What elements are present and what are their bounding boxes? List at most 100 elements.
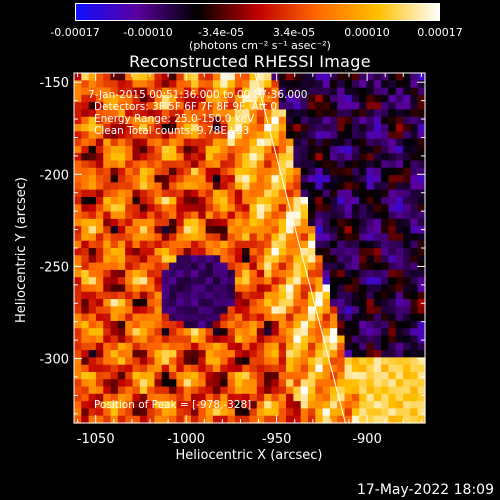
heatmap-cell xyxy=(198,204,207,213)
heatmap-cell xyxy=(351,109,360,118)
heatmap-cell xyxy=(205,248,214,256)
heatmap-cell xyxy=(395,306,404,315)
heatmap-cell xyxy=(132,124,141,132)
heatmap-cell xyxy=(373,138,382,147)
heatmap-cell xyxy=(337,284,346,293)
heatmap-cell xyxy=(212,328,221,337)
heatmap-cell xyxy=(249,153,258,162)
heatmap-cell xyxy=(249,401,258,410)
heatmap-cell xyxy=(212,393,221,402)
heatmap-cell xyxy=(220,204,229,213)
heatmap-cell xyxy=(403,73,411,81)
heatmap-cell xyxy=(366,335,375,344)
heatmap-cell xyxy=(88,138,97,147)
heatmap-cell xyxy=(286,299,294,307)
heatmap-cell xyxy=(234,240,243,249)
heatmap-cell xyxy=(381,94,390,103)
heatmap-cell xyxy=(103,138,112,147)
heatmap-cell xyxy=(74,109,82,118)
heatmap-cell xyxy=(337,153,346,162)
heatmap-cell xyxy=(125,189,134,198)
heatmap-cell xyxy=(337,240,346,249)
colorbar-tick-label: 3.4e-05 xyxy=(272,26,316,39)
heatmap-cell xyxy=(234,73,243,81)
heatmap-cell xyxy=(315,102,324,111)
heatmap-cell xyxy=(410,393,419,402)
heatmap-cell xyxy=(359,218,368,227)
heatmap-cell xyxy=(293,371,302,380)
heatmap-cell xyxy=(337,299,346,307)
heatmap-cell xyxy=(293,102,302,111)
heatmap-cell xyxy=(81,313,90,322)
heatmap-cell xyxy=(403,379,411,388)
heatmap-cell xyxy=(161,364,170,373)
heatmap-cell xyxy=(212,116,221,125)
colorbar-gradient xyxy=(76,4,439,20)
heatmap-cell xyxy=(264,80,273,89)
heatmap-cell xyxy=(88,328,97,337)
heatmap-cell xyxy=(110,364,119,373)
heatmap-cell xyxy=(315,299,324,307)
heatmap-cell xyxy=(403,248,411,256)
heatmap-cell xyxy=(373,240,382,249)
heatmap-cell xyxy=(249,342,258,351)
heatmap-cell xyxy=(74,189,82,198)
heatmap-cell xyxy=(198,189,207,198)
heatmap-cell xyxy=(271,313,280,322)
heatmap-cell xyxy=(154,226,163,235)
heatmap-cell xyxy=(154,87,163,96)
heatmap-cell xyxy=(191,102,199,111)
heatmap-cell xyxy=(183,306,192,315)
heatmap-cell xyxy=(176,211,185,220)
heatmap-cell xyxy=(74,116,82,125)
heatmap-cell xyxy=(351,116,360,125)
heatmap-cell xyxy=(132,211,141,220)
heatmap-cell xyxy=(403,364,411,373)
heatmap-cell xyxy=(205,94,214,103)
heatmap-cell xyxy=(227,153,236,162)
heatmap-cell xyxy=(110,357,119,366)
heatmap-cell xyxy=(403,299,411,307)
heatmap-cell xyxy=(88,408,97,417)
heatmap-cell xyxy=(176,342,185,351)
heatmap-cell xyxy=(161,291,170,300)
heatmap-cell xyxy=(249,131,258,140)
heatmap-cell xyxy=(410,277,419,286)
heatmap-cell xyxy=(359,306,368,315)
heatmap-cell xyxy=(95,284,104,293)
heatmap-cell xyxy=(95,116,104,125)
heatmap-cell xyxy=(95,175,104,183)
heatmap-cell xyxy=(381,371,390,380)
heatmap-cell xyxy=(388,116,397,125)
heatmap-cell xyxy=(329,393,338,402)
heatmap-cell xyxy=(417,393,426,402)
heatmap-cell xyxy=(117,277,126,286)
heatmap-cell xyxy=(366,393,375,402)
heatmap-cell xyxy=(234,371,243,380)
heatmap-cell xyxy=(293,269,302,278)
heatmap-cell xyxy=(366,131,375,140)
heatmap-cell xyxy=(242,401,251,410)
heatmap-cell xyxy=(242,371,251,380)
heatmap-cell xyxy=(198,211,207,220)
heatmap-cell xyxy=(293,94,302,103)
heatmap-cell xyxy=(110,255,119,264)
heatmap-cell xyxy=(95,357,104,366)
info-clean-counts: Clean Total counts: 9.78E+03 xyxy=(94,125,249,137)
heatmap-cell xyxy=(388,335,397,344)
heatmap-cell xyxy=(81,109,90,118)
heatmap-cell xyxy=(337,94,346,103)
heatmap-cell xyxy=(417,153,426,162)
heatmap-cell xyxy=(161,357,170,366)
heatmap-cell xyxy=(220,94,229,103)
heatmap-cell xyxy=(256,175,265,183)
heatmap-cell xyxy=(103,306,112,315)
heatmap-cell xyxy=(191,328,199,337)
heatmap-cell xyxy=(117,357,126,366)
heatmap-cell xyxy=(278,379,287,388)
heatmap-cell xyxy=(315,175,324,183)
heatmap-cell xyxy=(337,255,346,264)
heatmap-cell xyxy=(256,131,265,140)
heatmap-cell xyxy=(300,379,309,388)
heatmap-cell xyxy=(169,109,177,118)
